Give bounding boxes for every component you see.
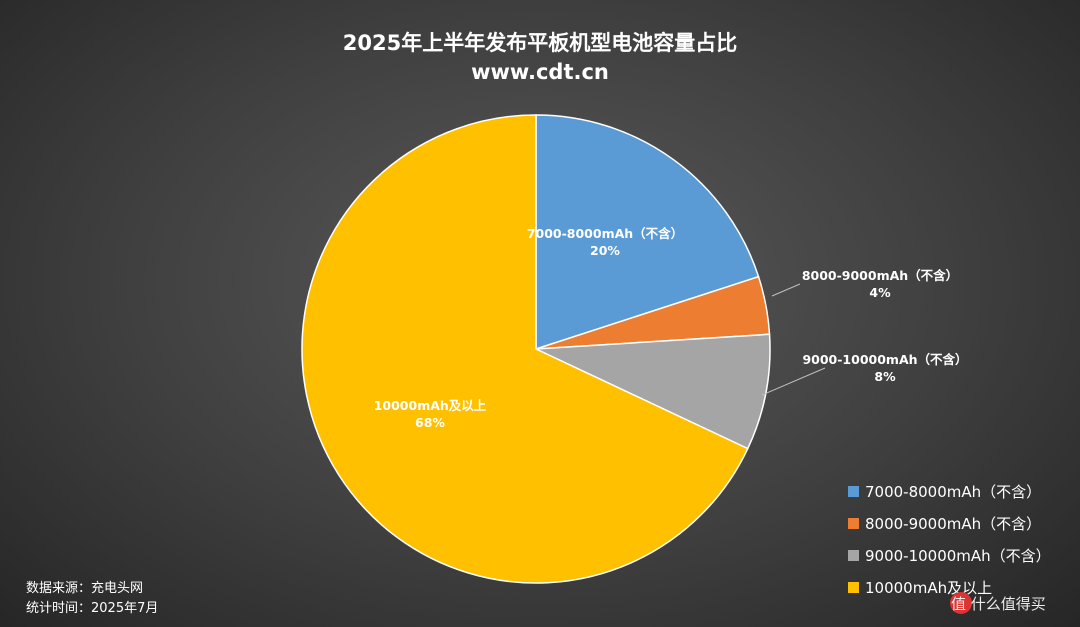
chart-subtitle: www.cdt.cn	[471, 60, 609, 84]
slice-labels: 7000-8000mAh（不含） 20% 8000-9000mAh（不含） 4% 900…	[374, 226, 968, 430]
pie-slice-3	[301, 114, 749, 584]
slice-label-percent-0: 20%	[590, 243, 620, 258]
leader-line-2	[761, 367, 826, 396]
leader-lines	[761, 283, 826, 396]
stat-time: 统计时间：2025年7月	[26, 601, 158, 616]
chart-title: 2025年上半年发布平板机型电池容量占比	[343, 31, 737, 55]
leader-line-1	[771, 283, 801, 297]
pie-slice-0	[535, 114, 760, 351]
slice-label-percent-1: 4%	[869, 285, 891, 300]
legend-swatch-1	[848, 518, 859, 529]
watermark: 值 什么值得买	[950, 592, 1046, 614]
slice-label-percent-3: 68%	[415, 415, 445, 430]
legend: 7000-8000mAh（不含） 8000-9000mAh（不含） 9000-100…	[848, 483, 1051, 597]
slice-label-percent-2: 8%	[874, 369, 896, 384]
legend-entry-0: 7000-8000mAh（不含）	[865, 483, 1041, 501]
pie-slices	[301, 114, 771, 584]
legend-entry-1: 8000-9000mAh（不含）	[865, 515, 1041, 533]
data-source: 数据来源：充电头网	[26, 580, 143, 596]
slice-label-name-3: 10000mAh及以上	[374, 398, 487, 413]
legend-swatch-3	[848, 582, 859, 593]
watermark-text: 值 什么值得买	[951, 595, 1046, 613]
slice-label-name-2: 9000-10000mAh（不含）	[802, 352, 967, 367]
legend-entry-2: 9000-10000mAh（不含）	[865, 547, 1051, 565]
legend-swatch-2	[848, 550, 859, 561]
slice-label-name-1: 8000-9000mAh（不含）	[802, 268, 958, 283]
legend-swatch-0	[848, 486, 859, 497]
watermark-logo-icon	[950, 592, 972, 614]
slice-label-name-0: 7000-8000mAh（不含）	[527, 226, 683, 241]
